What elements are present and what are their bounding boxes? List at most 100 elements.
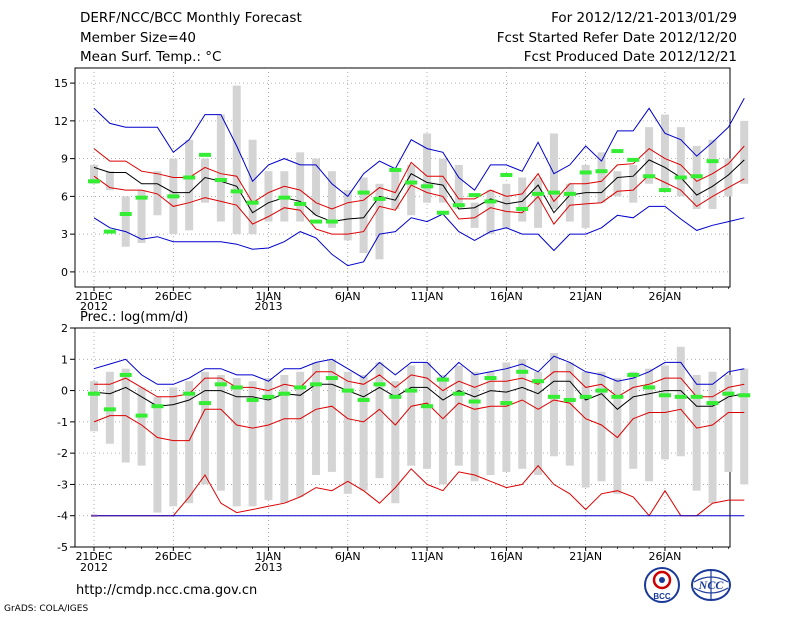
x-tick-label: 26DEC (155, 290, 192, 303)
x-tick-label: 6JAN (335, 550, 361, 563)
observed-marker (405, 180, 418, 185)
ensemble-box (343, 190, 352, 241)
observed-marker (706, 401, 719, 406)
observed-marker (595, 388, 608, 393)
observed-marker (278, 195, 291, 200)
ensemble-box (629, 164, 638, 203)
svg-text:NCC: NCC (698, 578, 725, 592)
y-tick-label: 3 (61, 228, 68, 241)
ncc-logo: NCC (691, 569, 731, 601)
x-tick-label: 16JAN (490, 550, 523, 563)
observed-marker (230, 189, 243, 194)
observed-marker (88, 391, 100, 396)
observed-marker (547, 394, 560, 399)
x-tick-label: 16JAN (490, 290, 523, 303)
x-tick-label: 1JAN (256, 290, 282, 303)
observed-marker (325, 376, 338, 381)
ensemble-box (359, 177, 368, 254)
ensemble-box (629, 371, 638, 469)
ensemble-box (597, 152, 606, 203)
y-tick-label: -2 (57, 447, 68, 460)
ensemble-box (248, 381, 257, 507)
ensemble-box (502, 183, 511, 228)
observed-marker (135, 195, 148, 200)
observed-marker (690, 394, 703, 399)
observed-marker (278, 391, 291, 396)
ensemble-box (121, 196, 130, 247)
ensemble-box (724, 158, 733, 197)
y-tick-label: -1 (57, 416, 68, 429)
observed-marker (500, 401, 513, 406)
x-tick-label: 21DEC (75, 290, 112, 303)
source-url[interactable]: http://cmdp.ncc.cma.gov.cn (76, 583, 258, 598)
x-tick-label: 11JAN (411, 550, 444, 563)
observed-marker (532, 191, 545, 196)
ensemble-box (312, 158, 321, 216)
observed-marker (119, 372, 132, 377)
ensemble-box (375, 362, 384, 479)
ensemble-box (153, 171, 162, 216)
ensemble-box (407, 164, 416, 216)
observed-marker (294, 201, 307, 206)
ensemble-box (549, 133, 558, 209)
observed-marker (611, 394, 624, 399)
observed-marker (532, 379, 545, 384)
forecast-produced-date: Fcst Produced Date 2012/12/21 (523, 49, 737, 65)
observed-marker (119, 212, 132, 216)
observed-marker (722, 391, 735, 396)
observed-marker (468, 193, 481, 198)
ensemble-box (391, 381, 400, 504)
x-tick-label: 1JAN (256, 550, 282, 563)
x-tick-label: 26JAN (649, 550, 682, 563)
observed-marker (643, 385, 656, 390)
observed-marker (500, 172, 513, 177)
x-tick-label: 26JAN (649, 290, 682, 303)
ensemble-box (232, 85, 241, 235)
observed-marker (468, 399, 481, 404)
observed-marker (214, 178, 227, 183)
ensemble-box (216, 374, 225, 491)
y-tick-label: 15 (54, 77, 68, 90)
observed-marker (658, 188, 671, 193)
observed-marker (88, 179, 100, 184)
observed-marker (310, 382, 323, 387)
observed-marker (706, 159, 719, 164)
series-line-lower (93, 399, 745, 442)
ensemble-box (296, 152, 305, 222)
x-tick-label: 21JAN (569, 290, 602, 303)
observed-marker (230, 385, 243, 390)
ensemble-box (407, 365, 416, 466)
ensemble-box (708, 139, 717, 209)
ensemble-box (470, 371, 479, 482)
ensemble-box (90, 381, 98, 432)
observed-marker (199, 401, 212, 406)
observed-marker (579, 170, 592, 175)
ensemble-box (740, 120, 749, 184)
y-tick-label: 1 (61, 353, 68, 366)
observed-marker (151, 404, 164, 409)
ensemble-box (185, 139, 194, 231)
ensemble-box (676, 127, 685, 197)
ensemble-box (486, 190, 495, 235)
series-line-max (93, 355, 745, 385)
observed-marker (325, 219, 338, 224)
observed-marker (389, 167, 402, 172)
ensemble-box (597, 371, 606, 482)
observed-marker (579, 394, 592, 399)
observed-marker (452, 203, 465, 208)
ensemble-box (248, 139, 257, 235)
ensemble-box (708, 371, 717, 504)
ensemble-box (438, 374, 447, 485)
observed-marker (436, 210, 449, 215)
ensemble-box (264, 171, 273, 222)
ensemble-box (645, 127, 654, 184)
ensemble-box (565, 183, 574, 222)
y-tick-label: 2 (61, 322, 68, 335)
observed-marker (421, 404, 434, 409)
bcc-logo: BCC (644, 567, 680, 603)
series-line-mean (93, 159, 745, 223)
ensemble-box (676, 346, 685, 457)
ensemble-box (454, 164, 463, 209)
ensemble-box (549, 353, 558, 457)
ensemble-box (423, 133, 432, 203)
